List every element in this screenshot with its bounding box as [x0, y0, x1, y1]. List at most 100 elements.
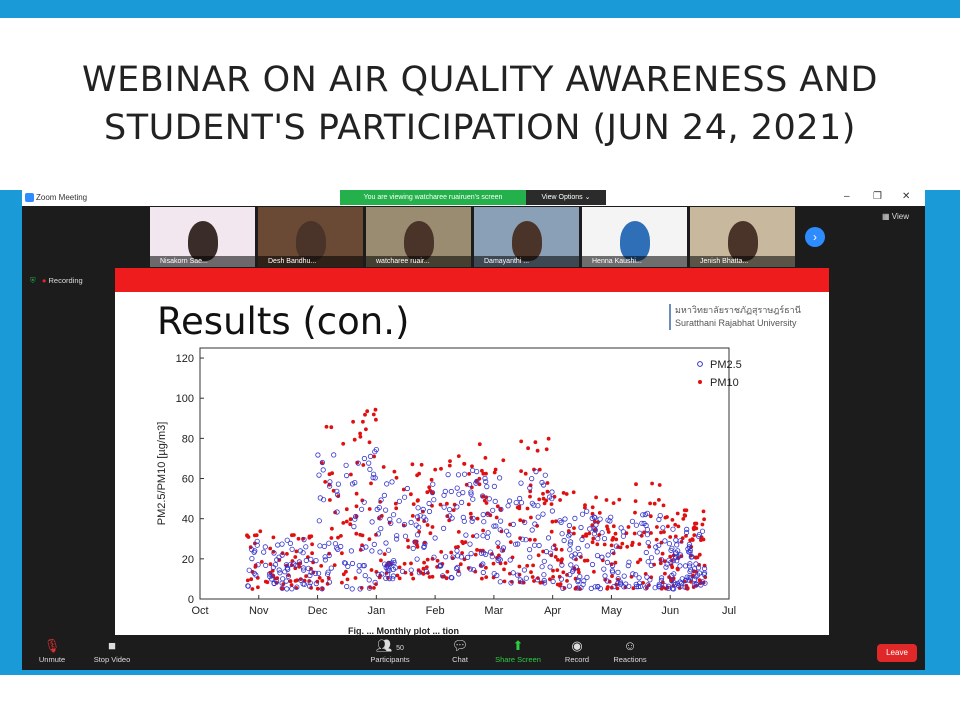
pm25-point: [500, 545, 507, 551]
y-axis-label: PM2.5/PM10 [µg/m3]: [156, 422, 168, 526]
chat-button[interactable]: 💬︎ Chat: [430, 635, 490, 664]
pm25-point: [378, 497, 384, 503]
record-button[interactable]: ◉ Record: [547, 635, 607, 664]
participant-tile[interactable]: Damayanthi ...: [474, 207, 579, 267]
participants-icon: 👥︎ 50: [376, 638, 404, 653]
pm25-point: [303, 544, 309, 550]
stop-video-label: Stop Video: [93, 655, 131, 664]
pm10-point: [415, 498, 420, 503]
pm10-point: [481, 528, 485, 533]
pm25-point: [601, 566, 607, 572]
pm25-point: [642, 511, 648, 518]
pm25-point: [251, 549, 257, 555]
pm25-point: [519, 579, 525, 585]
pm10-point: [666, 524, 670, 529]
pm25-point: [639, 520, 645, 526]
pm10-point: [484, 471, 488, 476]
next-page-arrow-icon[interactable]: ›: [805, 227, 825, 247]
share-screen-button[interactable]: ⬆ Share Screen: [488, 635, 548, 664]
pm10-point: [469, 485, 474, 490]
participant-tile[interactable]: Henna Kaushi...: [582, 207, 687, 267]
pm25-point: [393, 536, 400, 542]
pm25-point: [334, 488, 340, 494]
pm25-point: [386, 575, 392, 582]
pm10-point: [252, 533, 257, 538]
pm10-point: [536, 576, 540, 580]
pm25-point: [686, 544, 693, 550]
pm10-point: [348, 517, 353, 522]
pm10-point: [668, 535, 673, 539]
participant-tile[interactable]: Desh Bandhu...: [258, 207, 363, 267]
record-icon: ◉: [571, 638, 583, 653]
pm25-point: [506, 532, 512, 538]
pm10-point: [475, 516, 480, 521]
pm-scatter-chart: 0 20 40 60 80 100 120 Oct Nov Dec Jan Feb Mar Apr May J…: [156, 347, 742, 635]
pm25-point: [285, 573, 291, 579]
pm10-point: [510, 555, 515, 560]
pm10-point: [549, 502, 554, 506]
unmute-button[interactable]: 🎙︎ Unmute: [22, 635, 82, 664]
shared-screen: Results (con.) มหาวิทยาลัยราชภัฏสุราษฎร์…: [115, 268, 829, 635]
pm25-point: [529, 476, 535, 482]
pm10-point: [658, 561, 663, 566]
pm10-point: [424, 565, 429, 569]
minimize-icon[interactable]: –: [844, 191, 850, 202]
pm10-point: [304, 574, 308, 578]
pm10-point: [410, 514, 415, 518]
pm25-point: [349, 586, 355, 592]
pm25-point: [287, 562, 293, 568]
pm25-point: [626, 559, 632, 565]
pm10-point: [271, 535, 276, 540]
pm25-point: [578, 524, 584, 531]
pm10-point: [611, 535, 616, 540]
pm10-point: [633, 499, 638, 503]
pm10-point: [361, 463, 366, 467]
pm25-point: [519, 536, 526, 542]
pm25-point: [352, 516, 358, 522]
pm10-point: [517, 564, 522, 569]
view-options-button[interactable]: View Options ⌄: [526, 190, 606, 205]
pm25-point: [396, 518, 402, 524]
pm10-point: [393, 501, 398, 506]
pm10-point: [565, 579, 569, 583]
pm25-point: [375, 571, 381, 577]
pm25-point: [402, 533, 409, 539]
pm10-point: [519, 469, 523, 473]
stop-video-button[interactable]: ■ Stop Video: [82, 635, 142, 664]
participant-tile[interactable]: watcharee ruair...: [366, 207, 471, 267]
pm10-point: [546, 436, 551, 441]
pm25-point: [470, 515, 476, 521]
participants-button[interactable]: 👥︎ 50 Participants: [360, 635, 420, 664]
pm10-point: [315, 586, 320, 591]
x-tick-label: Nov: [249, 605, 269, 617]
pm10-point: [561, 491, 566, 495]
pm25-point: [327, 483, 333, 489]
pm25-point: [491, 570, 497, 577]
participant-tile[interactable]: Nisakorn Sae...: [150, 207, 255, 267]
pm25-point: [540, 511, 546, 517]
pm25-point: [378, 525, 384, 532]
pm10-point: [481, 471, 486, 476]
pm25-point: [497, 518, 504, 524]
restore-icon[interactable]: ❐: [873, 191, 882, 202]
muted-mic-icon: 🎙︎: [43, 638, 61, 653]
pm25-point: [379, 571, 385, 577]
pm25-point: [470, 496, 476, 502]
pm25-point: [521, 567, 527, 573]
participant-tile[interactable]: Jenish Bhatta...: [690, 207, 795, 267]
close-icon[interactable]: ✕: [902, 191, 911, 202]
pm25-point: [343, 462, 349, 468]
pm25-point: [460, 490, 466, 496]
pm10-point: [673, 534, 678, 539]
pm25-point: [441, 492, 447, 498]
pm25-point: [609, 548, 616, 555]
pm25-point: [648, 562, 654, 568]
recording-indicator[interactable]: ⛨ ● Recording: [30, 276, 83, 286]
pm25-point: [608, 514, 614, 520]
view-button[interactable]: ▦ View: [882, 212, 909, 221]
leave-button[interactable]: Leave: [877, 644, 917, 662]
pm25-point: [262, 544, 268, 550]
reactions-button[interactable]: ☺ Reactions: [600, 635, 660, 664]
pm10-point: [655, 525, 659, 529]
pm25-point: [643, 585, 649, 591]
